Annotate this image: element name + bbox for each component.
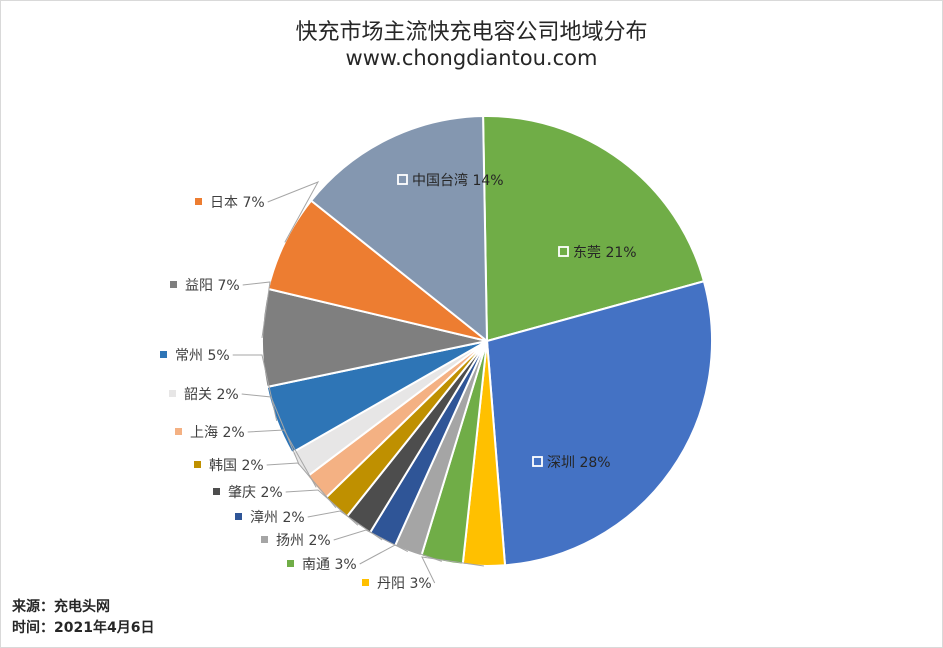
- slice-label-text: 深圳 28%: [547, 455, 611, 471]
- legend-marker: [558, 246, 569, 257]
- pie-slice-14: [309, 115, 489, 344]
- slice-label-text: 日本 7%: [210, 195, 265, 211]
- pie-label-12: 益阳 7%: [170, 278, 271, 338]
- legend-marker: [213, 488, 220, 495]
- leader-line: [242, 281, 271, 338]
- legend-marker: [169, 390, 176, 397]
- source-note: 来源：充电头网: [12, 599, 110, 615]
- legend-marker: [362, 579, 369, 586]
- pie-label-13: 日本 7%: [195, 181, 320, 243]
- legend-marker: [170, 281, 177, 288]
- legend-marker: [532, 456, 543, 467]
- legend-marker: [235, 513, 242, 520]
- leader-line: [285, 489, 359, 526]
- slice-label-text: 上海 2%: [190, 425, 245, 441]
- slice-label-text: 东莞 21%: [573, 245, 637, 261]
- slice-label-text: 漳州 2%: [250, 509, 305, 526]
- slice-label-text: 丹阳 3%: [377, 576, 432, 592]
- chart-title: 快充市场主流快充电容公司地域分布: [295, 20, 648, 45]
- legend-marker: [261, 536, 268, 543]
- legend-marker: [287, 560, 294, 567]
- pie-label-9: 上海 2%: [175, 425, 317, 488]
- leader-line: [267, 181, 320, 243]
- pie-label-2: 深圳 28%: [532, 455, 611, 471]
- pie-label-5: 扬州 2%: [261, 529, 409, 553]
- chart-subtitle: www.chongdiantou.com: [345, 46, 598, 70]
- slice-label-text: 扬州 2%: [276, 533, 331, 549]
- pie-slice-2: [485, 280, 713, 567]
- legend-marker: [195, 198, 202, 205]
- legend-marker: [397, 174, 408, 185]
- legend-marker: [175, 428, 182, 435]
- pie-label-3: 丹阳 3%: [362, 556, 484, 592]
- pie-label-6: 漳州 2%: [235, 509, 383, 541]
- slice-label-text: 肇庆 2%: [228, 485, 283, 501]
- pie-label-14: 中国台湾 14%: [397, 172, 504, 189]
- pie-label-1: 东莞 21%: [558, 245, 637, 261]
- legend-marker: [194, 461, 201, 468]
- leader-line: [232, 354, 278, 422]
- leader-line: [307, 510, 383, 541]
- leader-line: [247, 429, 317, 488]
- slice-label-text: 中国台湾 14%: [412, 172, 504, 189]
- pie-slices: [261, 115, 713, 567]
- leader-line: [333, 529, 409, 553]
- legend-marker: [160, 351, 167, 358]
- slice-label-text: 韩国 2%: [209, 458, 264, 474]
- date-note: 时间：2021年4月6日: [12, 620, 155, 636]
- pie-label-11: 常州 5%: [160, 348, 278, 422]
- slice-label-text: 南通 3%: [302, 557, 357, 573]
- pie-slice-1: [482, 115, 706, 343]
- leader-line: [421, 556, 484, 584]
- pie-label-7: 肇庆 2%: [213, 485, 359, 526]
- slice-label-text: 韶关 2%: [184, 387, 239, 403]
- slice-label-text: 益阳 7%: [185, 278, 240, 294]
- pie-labels: 东莞 21% 深圳 28% 丹阳 3% 南通 3% 扬州 2% 漳州 2% 肇庆 2% 韩国 …: [160, 172, 637, 592]
- slice-label-text: 常州 5%: [175, 348, 230, 364]
